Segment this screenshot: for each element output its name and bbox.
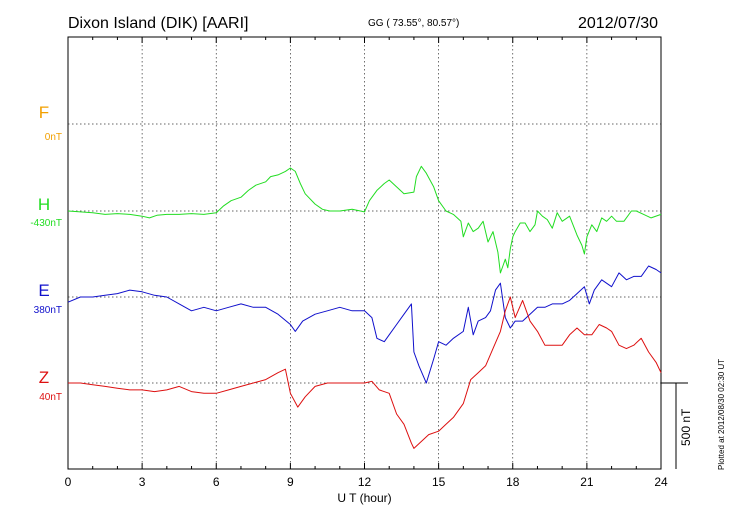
channel-baseline-z: 40nT: [39, 392, 62, 403]
x-tick-label: 21: [580, 475, 594, 489]
x-tick-label: 3: [139, 475, 146, 489]
x-tick-label: 9: [287, 475, 294, 489]
channel-baseline-e: 380nT: [34, 305, 62, 316]
x-tick-label: 0: [65, 475, 72, 489]
scale-bar-label: 500 nT: [679, 408, 693, 446]
x-tick-label: 12: [358, 475, 372, 489]
channel-name-h: H: [38, 195, 50, 214]
series-line-h: [67, 165, 662, 274]
channel-baseline-h: -430nT: [30, 218, 62, 229]
x-axis-label: U T (hour): [337, 491, 391, 505]
series-line-z: [68, 296, 662, 449]
channel-name-z: Z: [39, 368, 49, 387]
grid: [68, 37, 661, 469]
x-tick-marks: [67, 37, 662, 469]
x-tick-label: 18: [506, 475, 520, 489]
series-line-e: [67, 265, 662, 384]
station-title: Dixon Island (DIK) [AARI]: [68, 15, 249, 32]
date-label: 2012/07/30: [578, 15, 658, 32]
channel-labels: F 0nT H -430nT E 380nT Z 40nT: [30, 103, 62, 403]
x-tick-label: 15: [432, 475, 446, 489]
x-tick-labels: 0 3 6 9 12 15 18 21 24: [65, 475, 668, 489]
plotted-note: Plotted at 2012/08/30 02:30 UT: [717, 359, 726, 470]
channel-baseline-f: 0nT: [45, 132, 62, 143]
scale-bar: 500 nT: [661, 382, 693, 469]
channel-name-f: F: [39, 103, 49, 122]
series-lines: [67, 165, 662, 449]
channel-name-e: E: [38, 281, 49, 300]
x-tick-label: 6: [213, 475, 220, 489]
x-tick-label: 24: [654, 475, 668, 489]
station-coords: GG ( 73.55°, 80.57°): [368, 18, 459, 29]
